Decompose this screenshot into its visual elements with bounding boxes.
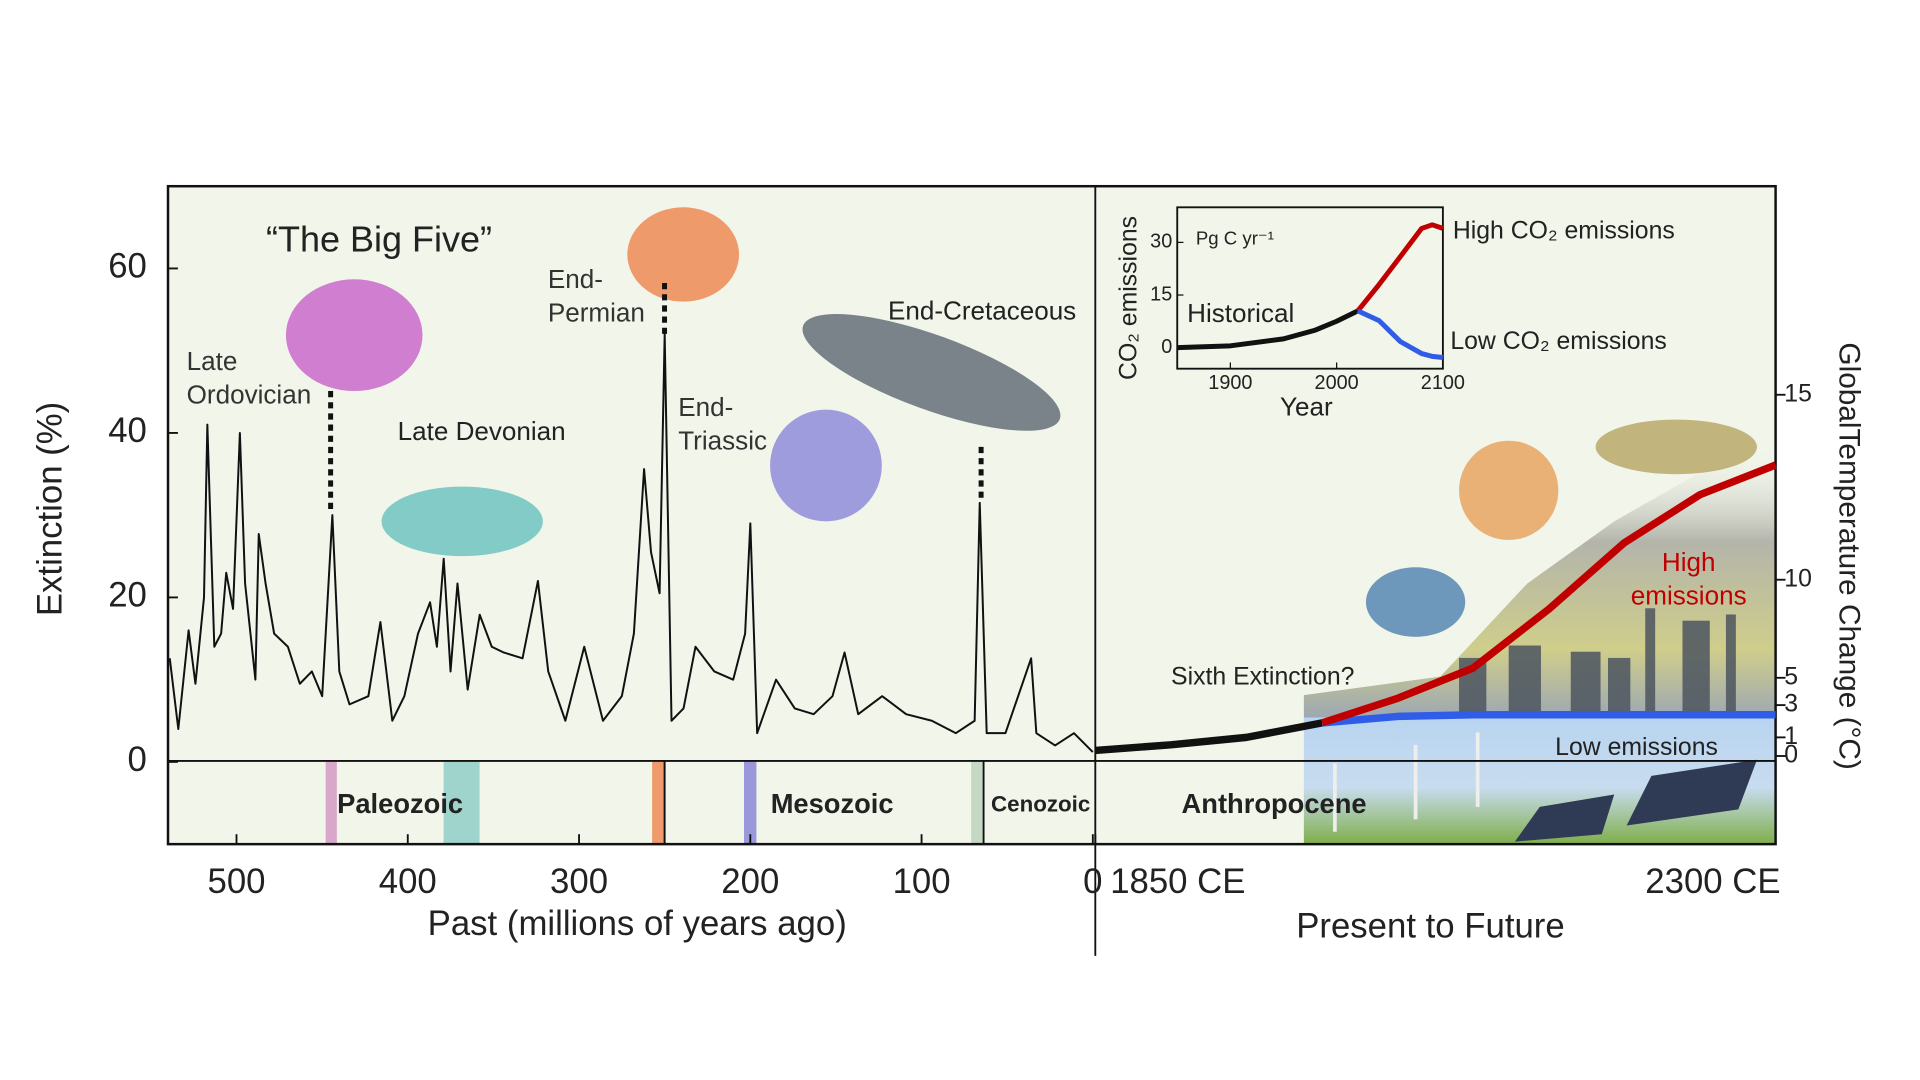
shell-illustration xyxy=(285,279,423,392)
era-label: Cenozoic xyxy=(991,792,1090,817)
x-tick-label: 500 xyxy=(208,863,266,901)
event-label-box: Late Ordovician xyxy=(186,347,312,410)
ammonite-illustration xyxy=(770,409,882,522)
era-stripes xyxy=(325,760,984,845)
event-label: End-Cretaceous xyxy=(888,296,1076,326)
y-tick-label: 40 xyxy=(108,412,147,450)
y2-tick-label: 15 xyxy=(1784,380,1812,407)
factory-illustration xyxy=(1459,608,1736,718)
x-tick-label: 1850 CE xyxy=(1110,863,1245,901)
era-label: Anthropocene xyxy=(1182,788,1367,819)
event-connectors xyxy=(328,283,984,513)
data-line xyxy=(168,333,1094,753)
series-label: High emissions xyxy=(1630,548,1747,611)
event-label: Late Devonian xyxy=(398,416,566,446)
era-label: Paleozoic xyxy=(337,788,463,819)
inset-y-tick-label: 0 xyxy=(1161,336,1172,358)
solar-panel-illustration xyxy=(1514,759,1757,842)
y2-tick-label: 5 xyxy=(1784,663,1798,690)
event-label: End-Permian xyxy=(547,265,645,328)
x-axis-title: Present to Future xyxy=(1296,908,1564,946)
series-label: Historical xyxy=(1187,298,1294,328)
series-label-box: High emissions xyxy=(1630,548,1747,611)
event-label: Late Ordovician xyxy=(186,347,312,410)
mosasaur-illustration xyxy=(802,314,1061,431)
y-tick-label: 60 xyxy=(108,248,147,286)
inset-x-tick-label: 2000 xyxy=(1315,372,1359,394)
data-line xyxy=(1095,719,1323,755)
series-label: High CO₂ emissions xyxy=(1453,218,1675,245)
y2-tick-label: 10 xyxy=(1784,565,1812,592)
plot-frame xyxy=(166,184,1777,846)
chart-title: “The Big Five” xyxy=(266,219,492,260)
nautilus-illustration xyxy=(1459,440,1559,540)
inset-x-tick-label: 2100 xyxy=(1421,372,1465,394)
era-label: Mesozoic xyxy=(771,788,894,819)
inset-y-axis-title: CO₂ emissions xyxy=(1116,216,1143,380)
crab-illustration xyxy=(1365,567,1466,637)
cod-illustration xyxy=(1595,419,1757,475)
data-line xyxy=(1355,222,1444,313)
x-axis-title: Past (millions of years ago) xyxy=(428,905,847,943)
annotation: Sixth Extinction? xyxy=(1171,663,1354,690)
x-tick-label: 100 xyxy=(893,863,951,901)
y-axis-title: Extinction (%) xyxy=(32,402,70,616)
wind-turbine-illustration xyxy=(1333,732,1480,832)
y-tick-label: 20 xyxy=(108,577,147,615)
x-tick-label: 0 xyxy=(1083,863,1102,901)
y2-tick-label: 3 xyxy=(1784,691,1798,718)
data-line xyxy=(1320,461,1777,727)
series-label: Low emissions xyxy=(1555,734,1718,761)
inset-y-tick-label: 15 xyxy=(1150,283,1172,305)
fish-illustration xyxy=(381,486,543,557)
era-boundaries xyxy=(663,760,985,845)
inset-units: Pg C yr⁻¹ xyxy=(1196,228,1274,249)
event-label: End-Triassic xyxy=(678,393,768,456)
smog-illustration xyxy=(1303,446,1776,718)
data-line xyxy=(1321,711,1776,727)
x-tick-label: 300 xyxy=(550,863,608,901)
inset-x-tick-label: 1900 xyxy=(1208,372,1252,394)
y2-axis-title: GlobalTemperature Change (°C) xyxy=(1833,342,1866,769)
x-tick-label: 200 xyxy=(721,863,779,901)
data-line xyxy=(1356,308,1444,360)
x-tick-label: 2300 CE xyxy=(1645,863,1780,901)
y2-tick-label: 1 xyxy=(1784,723,1798,750)
inset-x-axis-title: Year xyxy=(1280,391,1333,421)
data-line xyxy=(1177,308,1359,351)
event-label-box: End-Triassic xyxy=(678,393,768,456)
event-label-box: End-Permian xyxy=(547,265,645,328)
inset-y-tick-label: 30 xyxy=(1150,231,1172,253)
y-tick-label: 0 xyxy=(128,741,147,779)
y2-tick-label: 0 xyxy=(1784,742,1798,769)
series-label: Low CO₂ emissions xyxy=(1450,328,1666,355)
trilobite-illustration xyxy=(627,207,740,302)
x-tick-label: 400 xyxy=(379,863,437,901)
